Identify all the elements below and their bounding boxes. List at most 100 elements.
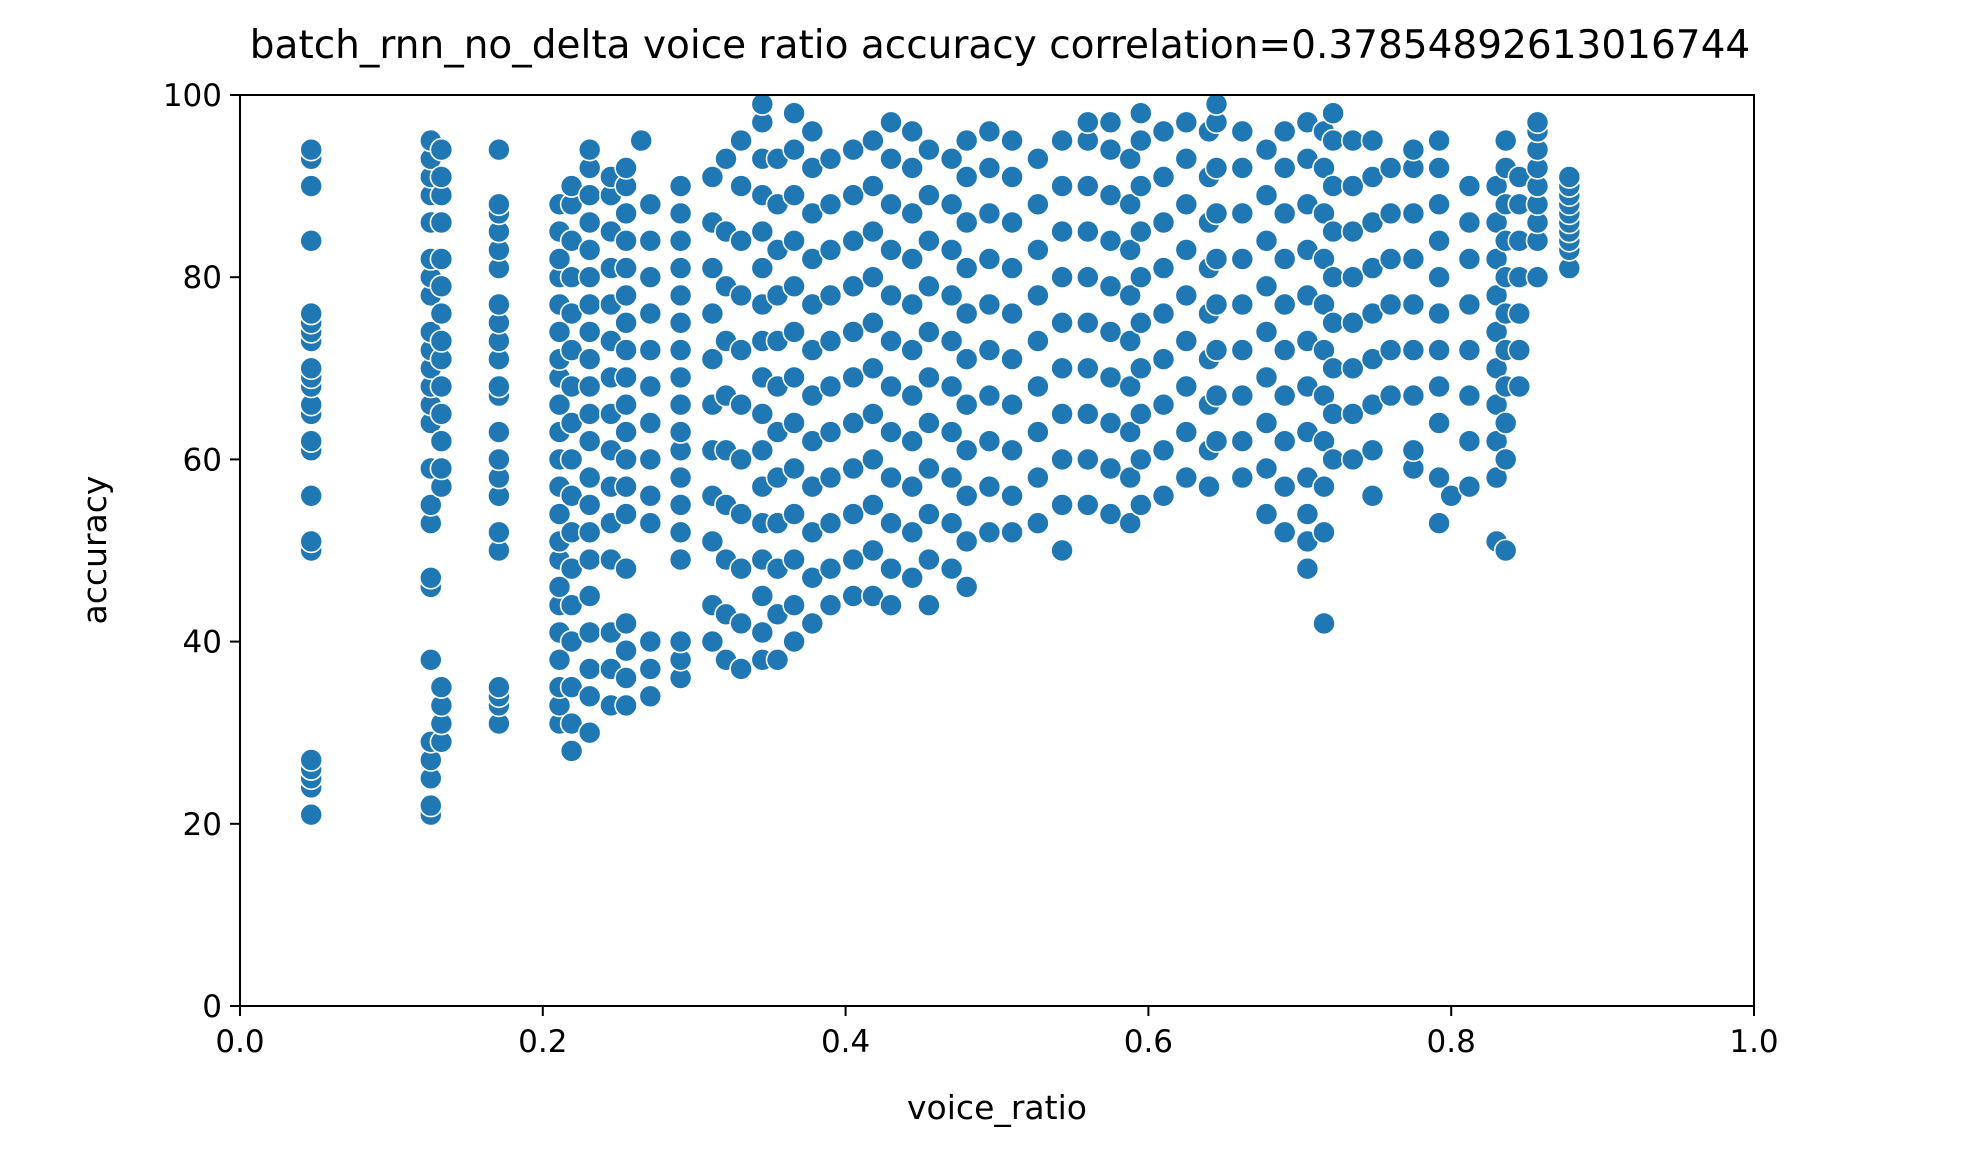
scatter-point <box>1230 465 1255 490</box>
scatter-point <box>1000 210 1024 235</box>
scatter-point <box>1457 429 1482 454</box>
scatter-point <box>1272 520 1297 545</box>
scatter-point <box>1360 128 1385 153</box>
scatter-point <box>1098 110 1123 135</box>
scatter-point <box>714 147 738 171</box>
scatter-point <box>841 411 866 435</box>
y-tick-label: 20 <box>183 807 222 843</box>
scatter-point <box>782 547 806 572</box>
scatter-point <box>614 420 638 444</box>
scatter-point <box>577 320 602 344</box>
scatter-point <box>1230 338 1255 362</box>
scatter-point <box>577 547 602 572</box>
scatter-point <box>577 465 602 490</box>
scatter-point <box>1129 356 1153 381</box>
scatter-point <box>299 137 324 162</box>
scatter-point <box>861 538 885 563</box>
x-tick-label: 0.6 <box>1124 1024 1173 1060</box>
scatter-point <box>900 338 925 362</box>
scatter-point <box>614 338 638 362</box>
scatter-point <box>900 156 925 180</box>
scatter-point <box>1129 447 1153 472</box>
x-tick-label: 0.2 <box>518 1024 567 1060</box>
scatter-point <box>879 283 903 308</box>
scatter-point <box>1427 301 1451 326</box>
scatter-point <box>1026 147 1050 171</box>
scatter-point <box>782 183 806 207</box>
scatter-point <box>729 447 753 472</box>
scatter-point <box>917 320 941 344</box>
scatter-point <box>614 156 638 180</box>
scatter-point <box>1341 128 1365 153</box>
scatter-point <box>1457 474 1482 499</box>
scatter-point <box>1050 402 1074 426</box>
scatter-point <box>614 666 638 690</box>
scatter-point <box>879 329 903 353</box>
scatter-point <box>1129 219 1153 244</box>
scatter-point <box>1507 301 1532 326</box>
scatter-point <box>782 229 806 253</box>
scatter-point <box>841 456 866 481</box>
scatter-point <box>1118 283 1142 308</box>
scatter-point <box>1321 219 1345 244</box>
scatter-point <box>900 429 925 454</box>
scatter-point <box>638 229 663 253</box>
scatter-point <box>977 119 1002 144</box>
scatter-point <box>1230 429 1255 454</box>
scatter-point <box>1230 119 1255 144</box>
scatter-point <box>841 229 866 253</box>
scatter-point <box>818 283 843 308</box>
scatter-point <box>1378 292 1403 317</box>
scatter-point <box>1076 493 1100 517</box>
scatter-point <box>1254 229 1279 253</box>
scatter-point <box>879 192 903 217</box>
scatter-point <box>1401 338 1426 362</box>
scatter-point <box>638 338 663 362</box>
scatter-point <box>1204 383 1229 408</box>
scatter-point <box>977 247 1002 271</box>
scatter-point <box>1493 538 1518 563</box>
scatter-point <box>299 802 324 827</box>
scatter-point <box>1401 383 1426 408</box>
scatter-point <box>668 256 693 280</box>
scatter-point <box>614 638 638 663</box>
scatter-point <box>1204 292 1229 317</box>
scatter-point <box>429 274 454 299</box>
scatter-point <box>1098 502 1123 526</box>
scatter-point <box>1050 493 1074 517</box>
scatter-point <box>879 110 903 135</box>
scatter-point <box>1151 392 1176 417</box>
scatter-point <box>729 174 753 198</box>
scatter-point <box>1098 411 1123 435</box>
scatter-point <box>299 483 324 508</box>
scatter-point <box>418 565 443 590</box>
y-tick-label: 60 <box>183 442 222 478</box>
scatter-point <box>559 739 584 763</box>
scatter-point <box>841 183 866 207</box>
scatter-point <box>487 192 511 217</box>
scatter-point <box>750 256 775 280</box>
scatter-point <box>429 301 454 326</box>
scatter-point <box>1000 256 1024 280</box>
scatter-point <box>638 657 663 681</box>
scatter-point <box>782 101 806 125</box>
scatter-point <box>668 493 693 517</box>
scatter-point <box>668 229 693 253</box>
scatter-point <box>1321 128 1345 153</box>
scatter-point <box>1204 92 1229 116</box>
scatter-point <box>1151 119 1176 144</box>
scatter-point <box>818 511 843 536</box>
scatter-point <box>638 192 663 217</box>
scatter-point <box>614 256 638 280</box>
scatter-point <box>1341 310 1365 335</box>
scatter-point <box>977 201 1002 226</box>
scatter-point <box>954 165 979 189</box>
scatter-point <box>954 438 979 463</box>
scatter-point <box>954 301 979 326</box>
scatter-point <box>1427 265 1451 290</box>
scatter-point <box>1076 174 1100 198</box>
x-tick-label: 0.8 <box>1427 1024 1476 1060</box>
scatter-point <box>299 429 324 454</box>
scatter-point <box>1174 192 1199 217</box>
